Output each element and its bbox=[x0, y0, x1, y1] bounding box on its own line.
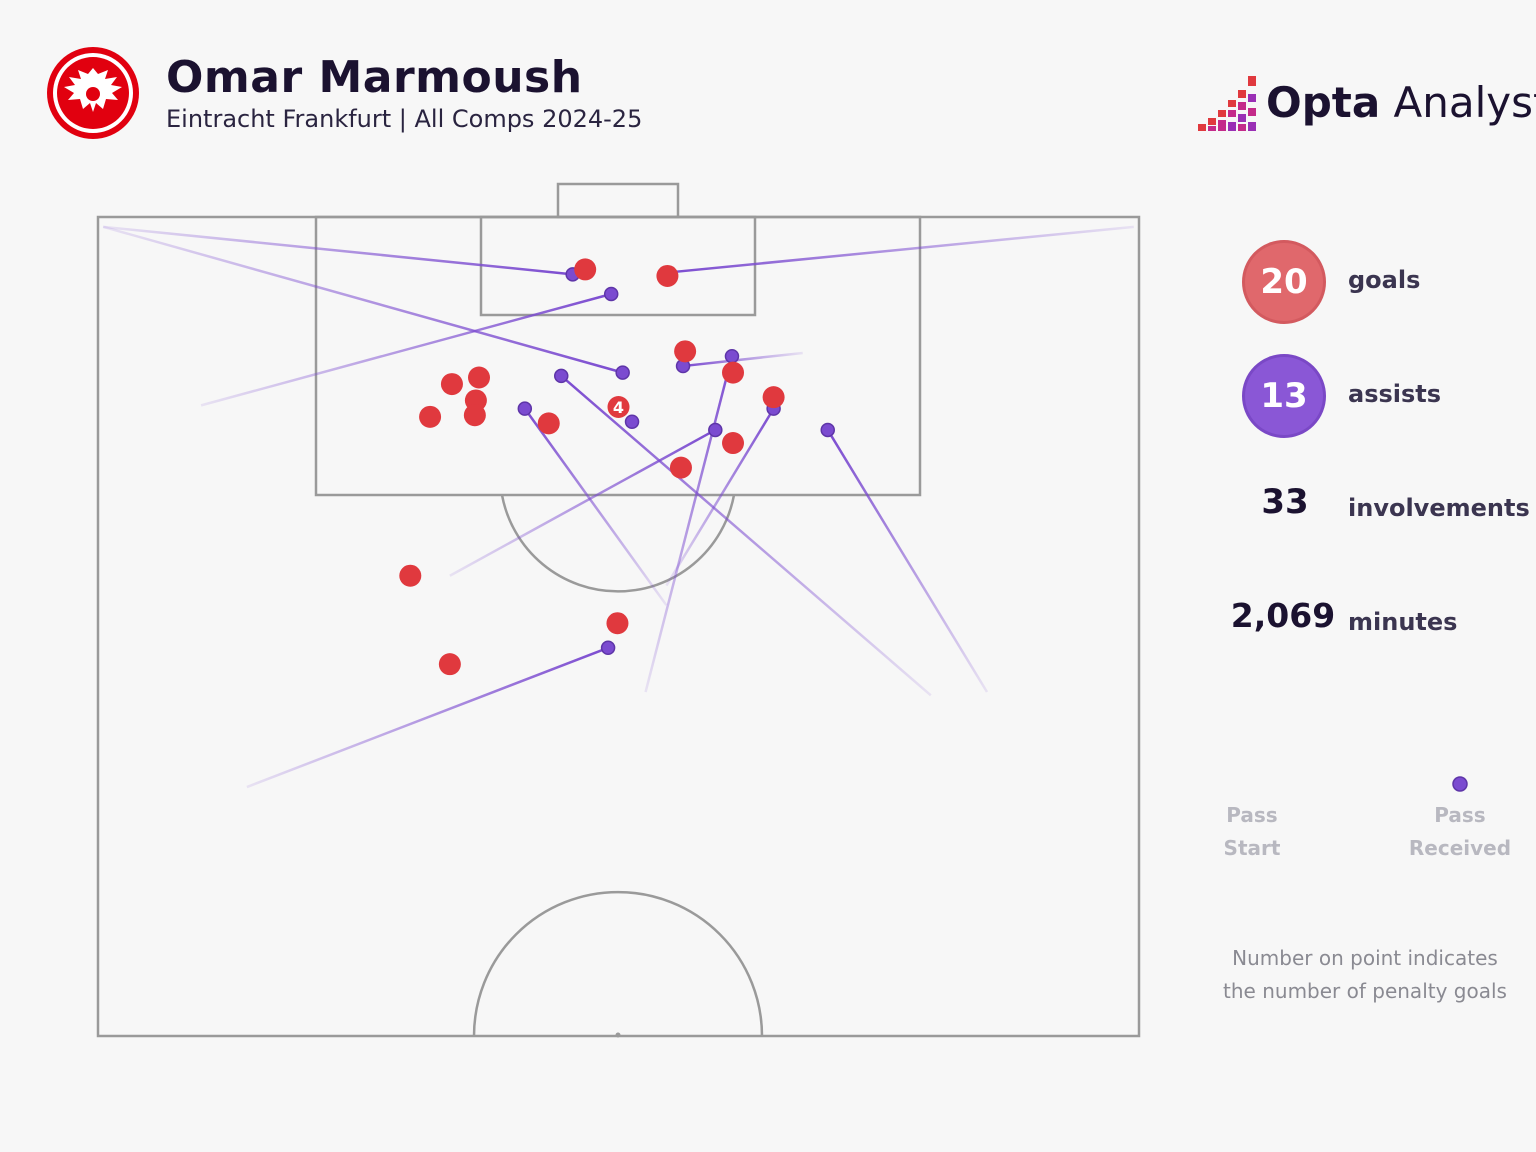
goal-point bbox=[656, 264, 679, 287]
goal-point bbox=[468, 366, 491, 389]
goal-point bbox=[606, 612, 629, 635]
assist-received-point bbox=[724, 348, 740, 364]
involvements-label: involvements bbox=[1348, 494, 1530, 522]
goal-point bbox=[762, 386, 785, 409]
legend-pass-start: Pass Start bbox=[1212, 799, 1292, 865]
goals-label: goals bbox=[1348, 266, 1421, 294]
stat-minutes: 2,069 minutes bbox=[1231, 582, 1530, 672]
assist-received-point bbox=[600, 640, 616, 656]
assist-received-point bbox=[820, 422, 835, 438]
goal-point bbox=[440, 373, 463, 396]
goal-point bbox=[537, 412, 560, 435]
center-spot bbox=[615, 1032, 621, 1038]
note-line2: the number of penalty goals bbox=[1223, 979, 1507, 1003]
stat-involvements: 33 involvements bbox=[1240, 468, 1530, 558]
goal bbox=[556, 182, 680, 219]
goal-point bbox=[722, 361, 745, 384]
legend-pass-received: Pass Received bbox=[1400, 799, 1520, 865]
goal-point bbox=[722, 432, 745, 455]
goal-point bbox=[463, 404, 486, 427]
assists-value: 13 bbox=[1260, 376, 1308, 416]
assist-pass-line bbox=[523, 407, 668, 606]
legend-end-line1: Pass bbox=[1434, 803, 1486, 827]
center-circle bbox=[472, 890, 764, 1037]
goals-badge: 20 bbox=[1242, 240, 1326, 324]
minutes-value: 2,069 bbox=[1230, 596, 1336, 635]
goal-points: 4 bbox=[399, 258, 785, 676]
assist-passes bbox=[102, 225, 1134, 789]
goal-point bbox=[669, 456, 692, 479]
legend-start-line2: Start bbox=[1223, 836, 1281, 860]
assist-received-point bbox=[517, 401, 533, 416]
assist-received-point bbox=[615, 365, 630, 380]
involvements-value: 33 bbox=[1261, 482, 1309, 522]
eintracht-frankfurt-eagle-icon bbox=[47, 47, 139, 139]
assist-received-point bbox=[708, 422, 723, 438]
assist-received-point bbox=[553, 368, 569, 384]
assist-pass-line bbox=[644, 355, 734, 693]
goal-point bbox=[574, 258, 597, 281]
assist-pass-line bbox=[666, 225, 1134, 274]
brand-bold: Opta bbox=[1266, 78, 1381, 127]
penalty-goal-count: 4 bbox=[613, 398, 624, 417]
assists-label: assists bbox=[1348, 380, 1442, 408]
assist-pass-line bbox=[682, 351, 803, 368]
goals-value: 20 bbox=[1260, 262, 1308, 302]
goal-point bbox=[674, 340, 697, 363]
legend-end-line2: Received bbox=[1408, 836, 1512, 860]
goal-point: 4 bbox=[607, 396, 630, 419]
goal-point bbox=[438, 653, 461, 676]
brand-logo-text: Opta Analyst bbox=[1266, 78, 1536, 127]
legend-start-line1: Pass bbox=[1226, 803, 1278, 827]
assist-received-point bbox=[603, 286, 619, 302]
assist-pass-line bbox=[246, 646, 609, 789]
page-title: Omar Marmoush bbox=[166, 52, 583, 103]
note-line1: Number on point indicates bbox=[1232, 946, 1498, 970]
assist-pass-line bbox=[826, 429, 989, 693]
legend-received-dot bbox=[1452, 776, 1468, 792]
assist-pass-line bbox=[200, 292, 612, 407]
pitch-lines bbox=[96, 182, 1141, 1038]
assist-pass-line bbox=[665, 407, 775, 587]
penalty-arc bbox=[500, 494, 736, 593]
six-yard-box bbox=[479, 215, 757, 317]
penalty-note: Number on point indicates the number of … bbox=[1214, 942, 1516, 1008]
page-subtitle: Eintracht Frankfurt | All Comps 2024-25 bbox=[166, 105, 643, 133]
assist-pass-line bbox=[560, 374, 932, 697]
pass-legend-line bbox=[1252, 776, 1468, 792]
stat-assists: 13 assists bbox=[1240, 354, 1530, 444]
assist-received-point bbox=[624, 414, 640, 429]
stat-goals: 20 goals bbox=[1240, 240, 1530, 330]
goal-point bbox=[399, 564, 422, 587]
goal-point bbox=[419, 405, 442, 428]
minutes-label: minutes bbox=[1348, 608, 1458, 636]
opta-bars-icon bbox=[1198, 76, 1256, 131]
assist-pass-line bbox=[449, 428, 716, 577]
assist-pass-line bbox=[103, 225, 573, 276]
assists-badge: 13 bbox=[1242, 354, 1326, 438]
brand-light: Analyst bbox=[1380, 78, 1536, 127]
assist-pass-line bbox=[102, 225, 624, 374]
